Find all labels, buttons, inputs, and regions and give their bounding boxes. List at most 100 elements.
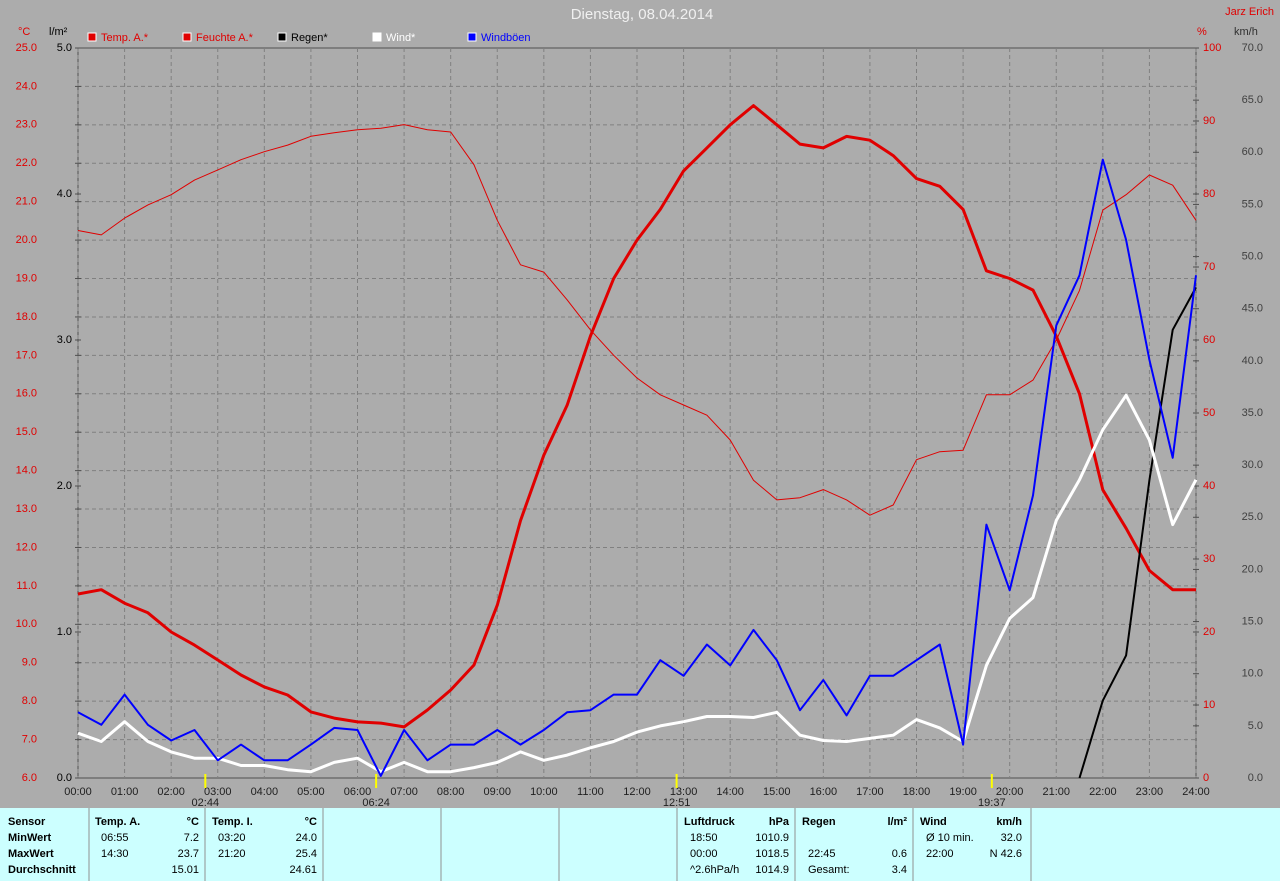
stats-time: 18:50 [690,832,718,844]
y-tick-label: 22.0 [16,157,37,169]
stats-time: 03:20 [218,832,246,844]
y-tick-label: 70 [1203,261,1215,273]
stats-header: Luftdruck [684,816,736,828]
legend-swatch [277,32,287,42]
y-tick-label: 5.0 [57,42,72,54]
y-unit: °C [18,26,30,38]
x-tick-label: 03:00 [204,786,232,798]
stats-time: ^2.6hPa/h [690,864,739,876]
x-tick-label: 08:00 [437,786,465,798]
x-tick-label: 06:00 [344,786,372,798]
stats-unit: km/h [996,816,1022,828]
x-tick-label: 02:00 [157,786,185,798]
x-tick-label: 24:00 [1182,786,1210,798]
y-tick-label: 60.0 [1242,146,1263,158]
series-line [77,393,1198,774]
legend-swatch [467,32,477,42]
stats-unit: °C [305,816,317,828]
stats-value: 0.6 [892,848,907,860]
x-tick-label: 21:00 [1042,786,1070,798]
y-tick-label: 4.0 [57,188,72,200]
stats-value: 3.4 [892,864,907,876]
y-tick-label: 35.0 [1242,407,1263,419]
series-line [77,124,1197,516]
stats-header: Regen [802,816,836,828]
x-tick-label: 09:00 [483,786,511,798]
stats-header: Temp. I. [212,816,253,828]
author: Jarz Erich [1225,6,1274,18]
x-tick-label: 14:00 [716,786,744,798]
y4-unit: km/h [1234,26,1258,38]
y-tick-label: 60 [1203,334,1215,346]
event-label: 06:24 [362,797,390,809]
stats-value: 23.7 [178,848,199,860]
series-line [77,158,1197,777]
stats-time: Gesamt: [808,864,850,876]
y-tick-label: 30 [1203,553,1215,565]
stats-time: 22:00 [926,848,954,860]
y-tick-label: 50.0 [1242,250,1263,262]
x-tick-label: 01:00 [111,786,139,798]
y-tick-label: 100 [1203,42,1221,54]
legend-swatch [87,32,97,42]
y-tick-label: 55.0 [1242,198,1263,210]
stats-value: 1010.9 [755,832,789,844]
stats-time: 14:30 [101,848,129,860]
y-tick-label: 3.0 [57,334,72,346]
y-tick-label: 0.0 [1248,772,1263,784]
stats-unit: l/m² [887,816,907,828]
stats-row-label: Sensor [8,816,46,828]
series-line [1078,286,1197,779]
stats-header: Wind [920,816,947,828]
x-tick-label: 07:00 [390,786,418,798]
stats-header: Temp. A. [95,816,140,828]
stats-time: 06:55 [101,832,129,844]
y-tick-label: 40.0 [1242,355,1263,367]
chart-title: Dienstag, 08.04.2014 [571,6,714,23]
y-tick-label: 25.0 [16,42,37,54]
stats-row-label: MaxWert [8,848,54,860]
x-tick-label: 16:00 [810,786,838,798]
y-tick-label: 10.0 [1242,668,1263,680]
legend-label: Feuchte A.* [196,32,254,44]
stats-value: 25.4 [296,848,317,860]
x-tick-label: 18:00 [903,786,931,798]
x-tick-label: 04:00 [251,786,279,798]
y-tick-label: 45.0 [1242,303,1263,315]
y3-unit: l/m² [49,26,68,38]
y-tick-label: 65.0 [1242,94,1263,106]
y-tick-label: 12.0 [16,541,37,553]
y-tick-label: 0.0 [57,772,72,784]
stats-value: 24.61 [289,864,317,876]
y-tick-label: 2.0 [57,480,72,492]
stats-value: 32.0 [1001,832,1022,844]
legend-label: Wind* [386,32,416,44]
y-tick-label: 17.0 [16,349,37,361]
y-tick-label: 10 [1203,699,1215,711]
x-tick-label: 22:00 [1089,786,1117,798]
stats-value: 7.2 [184,832,199,844]
x-tick-label: 13:00 [670,786,698,798]
y-tick-label: 5.0 [1248,720,1263,732]
x-tick-label: 23:00 [1136,786,1164,798]
legend-swatch [182,32,192,42]
y-tick-label: 18.0 [16,311,37,323]
y-tick-label: 15.0 [1242,615,1263,627]
stats-time: 22:45 [808,848,836,860]
stats-row-label: MinWert [8,832,52,844]
stats-time: Ø 10 min. [926,832,974,844]
y-tick-label: 15.0 [16,426,37,438]
event-label: 02:44 [192,797,220,809]
event-label: 12:51 [663,797,691,809]
y-tick-label: 30.0 [1242,459,1263,471]
stats-unit: °C [187,816,199,828]
x-tick-label: 17:00 [856,786,884,798]
y-tick-label: 8.0 [22,695,37,707]
y-tick-label: 16.0 [16,388,37,400]
y-tick-label: 40 [1203,480,1215,492]
stats-unit: hPa [769,816,790,828]
y-tick-label: 80 [1203,188,1215,200]
y-tick-label: 90 [1203,115,1215,127]
y-tick-label: 23.0 [16,119,37,131]
